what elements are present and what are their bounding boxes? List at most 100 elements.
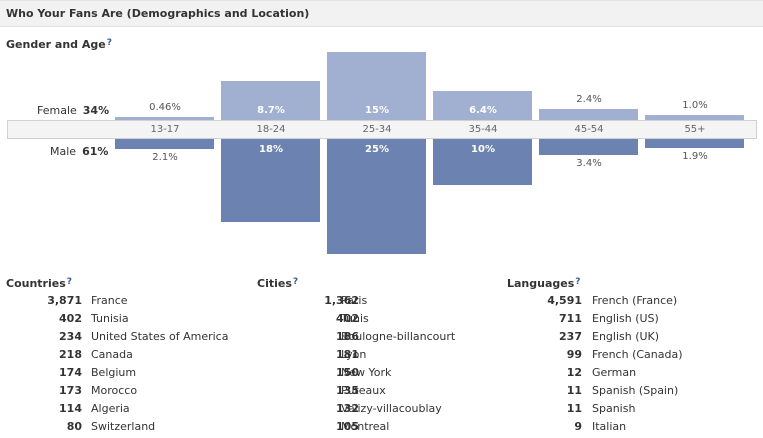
list-item-count: 105 bbox=[336, 420, 359, 433]
list-item-name: Algeria bbox=[91, 402, 130, 415]
list-item-name: Tunis bbox=[341, 312, 369, 325]
male-row-label: Male 61% bbox=[50, 145, 108, 158]
list-item-name: New York bbox=[341, 366, 392, 379]
countries-help-link[interactable]: ? bbox=[66, 277, 72, 287]
female-percent: 34% bbox=[82, 104, 110, 117]
list-item-name: Spanish bbox=[592, 402, 636, 415]
female-row-label: Female 34% bbox=[37, 104, 109, 117]
list-item: 105 Montreal bbox=[250, 418, 500, 436]
cities-help-link[interactable]: ? bbox=[292, 277, 299, 287]
list-item-count: 218 bbox=[59, 348, 82, 361]
male-bar-13-17 bbox=[115, 139, 214, 149]
male-label: Male bbox=[50, 145, 77, 158]
female-bar-35-44 bbox=[433, 91, 532, 120]
male-bar-55+ bbox=[645, 139, 744, 148]
male-value-label: 18% bbox=[259, 144, 283, 155]
section-header-title: Who Your Fans Are (Demographics and Loca… bbox=[6, 7, 310, 20]
male-value-label: 2.1% bbox=[152, 152, 178, 163]
list-item: 4,591 French (France) bbox=[500, 292, 760, 310]
female-value-label: 1.0% bbox=[682, 100, 708, 111]
age-range-label: 13-17 bbox=[150, 124, 180, 135]
list-item-name: Montreal bbox=[341, 420, 390, 433]
list-item: 150 New York bbox=[250, 364, 500, 382]
female-value-label: 2.4% bbox=[576, 94, 602, 105]
age-range-label: 25-34 bbox=[362, 124, 392, 135]
female-bar-55+ bbox=[645, 115, 744, 120]
list-item-name: Puteaux bbox=[341, 384, 386, 397]
list-item-count: 12 bbox=[566, 366, 582, 379]
list-item-count: 114 bbox=[59, 402, 82, 415]
list-item: 173 Morocco bbox=[0, 382, 250, 400]
female-label: Female bbox=[37, 104, 77, 117]
list-item-count: 132 bbox=[336, 402, 359, 415]
list-item: 402 Tunisia bbox=[0, 310, 250, 328]
list-item-name: Switzerland bbox=[91, 420, 156, 433]
female-bar-13-17 bbox=[115, 117, 214, 120]
age-axis-band bbox=[7, 120, 757, 139]
male-value-label: 25% bbox=[365, 144, 389, 155]
list-item-name: English (US) bbox=[592, 312, 659, 325]
list-item: 114 Algeria bbox=[0, 400, 250, 418]
age-range-label: 45-54 bbox=[574, 124, 604, 135]
list-item: 1,362 Paris bbox=[250, 292, 500, 310]
list-item-name: French (Canada) bbox=[592, 348, 683, 361]
age-range-label: 18-24 bbox=[256, 124, 286, 135]
list-item-count: 402 bbox=[336, 312, 359, 325]
gender-age-title-text: Gender and Age bbox=[6, 38, 106, 51]
female-value-label: 8.7% bbox=[257, 105, 285, 116]
cities-table: 1,362 Paris 402 Tunis 186 Boulogne-billancour… bbox=[250, 292, 500, 436]
gender-age-title: Gender and Age? bbox=[6, 38, 112, 51]
languages-title-text: Languages bbox=[507, 277, 575, 290]
male-bar-25-34 bbox=[327, 139, 426, 254]
male-value-label: 1.9% bbox=[682, 151, 708, 162]
list-item-name: Spanish (Spain) bbox=[592, 384, 679, 397]
countries-title: Countries? bbox=[6, 277, 72, 290]
list-item: 11 Spanish bbox=[500, 400, 760, 418]
list-item-name: German bbox=[592, 366, 637, 379]
female-value-label: 0.46% bbox=[149, 102, 181, 113]
list-item: 402 Tunis bbox=[250, 310, 500, 328]
list-item: 234 United States of America bbox=[0, 328, 250, 346]
list-item-name: Boulogne-billancourt bbox=[341, 330, 456, 343]
list-item-count: 237 bbox=[559, 330, 582, 343]
age-range-label: 35-44 bbox=[468, 124, 498, 135]
list-item-count: 11 bbox=[566, 384, 582, 397]
languages-help-link[interactable]: ? bbox=[575, 277, 581, 287]
male-bar-35-44 bbox=[433, 139, 532, 185]
list-item: 132 Velizy-villacoublay bbox=[250, 400, 500, 418]
list-item-count: 3,871 bbox=[47, 294, 82, 307]
list-item-count: 11 bbox=[566, 402, 582, 415]
gender-age-help-link[interactable]: ? bbox=[106, 38, 112, 48]
list-item: 12 German bbox=[500, 364, 760, 382]
list-item-name: Velizy-villacoublay bbox=[341, 402, 442, 415]
list-item-name: English (UK) bbox=[592, 330, 660, 343]
male-bar-18-24 bbox=[221, 139, 320, 222]
list-item-count: 1,362 bbox=[324, 294, 359, 307]
list-item-count: 174 bbox=[59, 366, 82, 379]
list-item-name: Tunisia bbox=[91, 312, 129, 325]
list-item: 3,871 France bbox=[0, 292, 250, 310]
list-item-count: 150 bbox=[336, 366, 359, 379]
female-value-label: 15% bbox=[365, 105, 389, 116]
list-item-count: 234 bbox=[59, 330, 82, 343]
list-item: 711 English (US) bbox=[500, 310, 760, 328]
list-item-name: Italian bbox=[592, 420, 627, 433]
list-item: 218 Canada bbox=[0, 346, 250, 364]
list-item: 9 Italian bbox=[500, 418, 760, 436]
list-item-count: 99 bbox=[566, 348, 582, 361]
list-item-name: Belgium bbox=[91, 366, 137, 379]
list-item-name: Paris bbox=[341, 294, 368, 307]
list-item-count: 9 bbox=[574, 420, 582, 433]
list-item-count: 173 bbox=[59, 384, 82, 397]
languages-table: 4,591 French (France) 711 English (US) 237 En… bbox=[500, 292, 760, 436]
list-item: 99 French (Canada) bbox=[500, 346, 760, 364]
section-header: Who Your Fans Are (Demographics and Loca… bbox=[0, 0, 763, 27]
list-item: 181 Lyon bbox=[250, 346, 500, 364]
list-item-name: France bbox=[91, 294, 128, 307]
list-item: 135 Puteaux bbox=[250, 382, 500, 400]
list-item: 186 Boulogne-billancourt bbox=[250, 328, 500, 346]
list-item-count: 402 bbox=[59, 312, 82, 325]
list-item-name: Morocco bbox=[91, 384, 138, 397]
languages-title: Languages? bbox=[507, 277, 581, 290]
list-item: 237 English (UK) bbox=[500, 328, 760, 346]
